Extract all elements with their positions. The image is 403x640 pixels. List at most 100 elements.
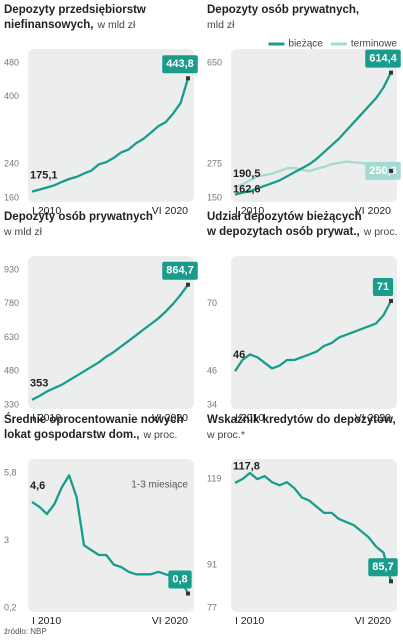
y-tick-label: 240 (4, 159, 19, 169)
y-tick-label: 70 (207, 298, 217, 308)
start-value-label: 353 (30, 378, 48, 390)
start-value-label: 46 (233, 349, 245, 361)
x-tick-label: VI 2020 (355, 205, 391, 217)
end-label-box (372, 277, 394, 296)
end-value-label: 614,4 (369, 53, 397, 65)
y-tick-label: 150 (207, 192, 222, 202)
series-line (234, 471, 393, 582)
title-line: lokat gospodarstw dom., (4, 429, 139, 441)
title-line: Udział depozytów bieżących (207, 211, 362, 223)
x-tick-label: I 2010 (235, 615, 264, 627)
subtitle: w mld zł (96, 19, 136, 31)
y-tick-label: 91 (207, 559, 217, 569)
chart-panel: Średnie oprocentowanie nowych lokat gospo… (4, 413, 194, 627)
y-tick-label: 34 (207, 399, 217, 409)
chart-panel: Udział depozytów bieżących w depozytach o… (206, 211, 398, 424)
x-tick-label: I 2010 (32, 205, 61, 217)
y-tick-label: 160 (4, 192, 19, 202)
x-tick-label: I 2010 (32, 412, 61, 424)
chart-title: niefinansowych, w mld zł (4, 19, 136, 31)
plot-area (231, 49, 397, 202)
plot-area (28, 256, 194, 409)
x-tick-label: I 2010 (235, 412, 264, 424)
title-line: Depozyty przedsiębiorstw (4, 4, 146, 16)
chart-panel: Depozyty przedsiębiorstw niefinansowych, w… (4, 4, 198, 217)
x-tick-label: VI 2020 (152, 412, 188, 424)
subtitle: w proc.* (206, 429, 245, 441)
chart-panel: Depozyty osób prywatnych, mld zł 150 275 650… (207, 4, 401, 217)
x-tick-label: I 2010 (32, 615, 61, 627)
plot-area (28, 49, 194, 202)
series-line (234, 72, 393, 196)
y-tick-label: 630 (4, 332, 19, 342)
plot-area (231, 459, 397, 612)
title-line: Średnie oprocentowanie nowych (4, 413, 184, 426)
chart-title: lokat gospodarstw dom., w proc. (4, 429, 177, 441)
end-value-label: 0,8 (172, 573, 187, 585)
y-tick-label: 0,2 (4, 602, 17, 612)
chart-panel: Depozyty osób prywatnych w mld zł 330 480 63… (3, 211, 198, 424)
y-tick-label: 400 (4, 91, 19, 101)
end-value-label: 250,3 (369, 165, 397, 177)
end-label-box (162, 55, 198, 74)
y-tick-label: 330 (4, 399, 19, 409)
chart-title: Depozyty przedsiębiorstw (4, 4, 146, 16)
series-line (234, 300, 393, 372)
y-tick-label: 480 (4, 57, 19, 67)
y-tick-label: 780 (4, 298, 19, 308)
legend-label: bieżące (288, 39, 323, 50)
y-tick-label: 650 (207, 57, 222, 67)
plot-area (231, 256, 397, 409)
chart-title: Depozyty osób prywatnych (4, 211, 153, 223)
y-tick-label: 930 (4, 264, 19, 274)
end-point (389, 70, 393, 75)
chart-title: Udział depozytów bieżących (207, 211, 362, 223)
end-point (186, 591, 190, 596)
y-tick-label: 275 (207, 159, 222, 169)
end-label-box (365, 49, 401, 68)
end-point (186, 76, 190, 81)
end-point (186, 282, 190, 287)
end-point (389, 579, 393, 584)
title-line: niefinansowych, (4, 19, 93, 31)
chart-panel: Wskaźnik kredytów do depozytów, w proc.* 7… (206, 414, 398, 627)
source: źródło: NBP (4, 627, 47, 636)
series-line (31, 284, 189, 401)
end-label-box (365, 161, 401, 180)
title-line: Depozyty osób prywatnych, (207, 4, 359, 16)
series-line (234, 160, 392, 189)
legend-label: terminowe (351, 39, 398, 50)
x-tick-label: VI 2020 (355, 615, 391, 627)
subtitle: w proc. (363, 226, 398, 238)
end-value-label: 864,7 (166, 265, 194, 277)
end-label-box (168, 570, 192, 589)
title-line: Depozyty osób prywatnych (4, 211, 153, 223)
subtitle: w mld zł (3, 226, 43, 238)
y-tick-label: 119 (207, 474, 221, 484)
chart-title: Wskaźnik kredytów do depozytów, (207, 414, 396, 426)
end-value-label: 71 (377, 281, 389, 293)
end-point (389, 168, 393, 173)
chart-title: Średnie oprocentowanie nowych (4, 413, 184, 426)
end-label-box (162, 261, 198, 280)
x-tick-label: I 2010 (235, 205, 264, 217)
y-tick-label: 77 (207, 602, 217, 612)
y-tick-label: 46 (207, 366, 217, 376)
y-tick-label: 480 (4, 366, 19, 376)
x-tick-label: VI 2020 (152, 615, 188, 627)
start-value-label: 162,6 (233, 184, 261, 196)
chart-title: Depozyty osób prywatnych, (207, 4, 359, 16)
chart-title: w depozytach osób prywat., w proc. (206, 226, 398, 238)
series-line (31, 77, 190, 193)
title-line: w depozytach osób prywat., (206, 226, 360, 238)
subtitle: w proc. (142, 429, 177, 441)
title-line: Wskaźnik kredytów do depozytów, (207, 414, 396, 426)
end-value-label: 443,8 (166, 58, 194, 70)
start-value-label: 190,5 (233, 168, 261, 180)
start-value-label: 4,6 (30, 480, 45, 492)
annotation: 1-3 miesiące (131, 480, 188, 491)
x-tick-label: VI 2020 (152, 205, 188, 217)
y-tick-label: 3 (4, 535, 9, 545)
y-tick-label: 5,8 (4, 467, 17, 477)
